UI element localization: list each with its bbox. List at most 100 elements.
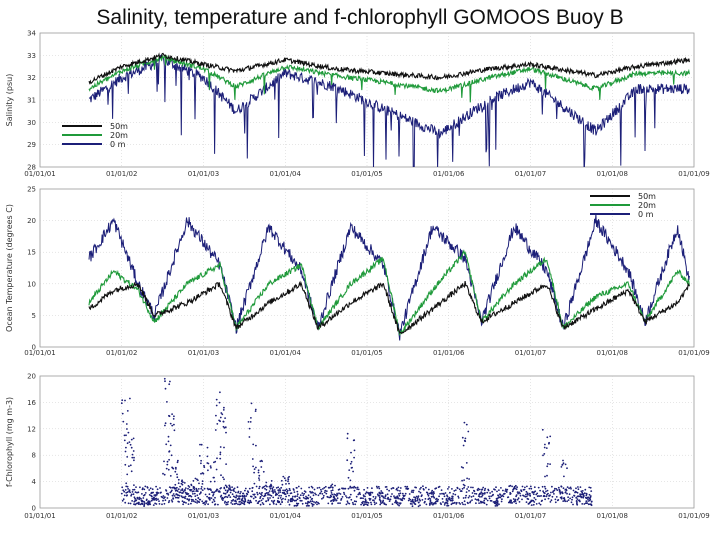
chl-point (483, 492, 486, 495)
chl-point (186, 493, 189, 496)
chl-point (467, 502, 469, 505)
chl-point (347, 476, 350, 479)
chl-point (453, 501, 456, 504)
chl-point (551, 485, 553, 488)
chl-point (460, 490, 463, 492)
chl-point (165, 443, 168, 446)
chl-point (442, 501, 444, 503)
chl-point (382, 496, 385, 499)
chl-point (149, 487, 152, 490)
chl-point (193, 486, 196, 489)
chl-point (258, 485, 261, 488)
chl-point (465, 423, 468, 426)
x-tick-label: 01/01/01 (24, 512, 55, 520)
chl-point (502, 495, 505, 498)
chl-point (282, 475, 285, 478)
y-tick-label: 15 (27, 249, 36, 257)
chl-point (199, 498, 202, 501)
chl-point (588, 493, 591, 496)
chl-point (329, 494, 332, 497)
chl-point (457, 495, 460, 498)
chl-point (220, 474, 222, 477)
chl-point (457, 497, 460, 499)
chl-point (409, 498, 412, 501)
chl-point (410, 500, 412, 503)
chl-point (223, 496, 226, 499)
chl-point (198, 455, 201, 457)
chl-point (514, 484, 517, 487)
chl-point (196, 500, 199, 502)
chl-point (163, 502, 166, 505)
chl-point (289, 489, 291, 492)
chl-point (420, 486, 422, 489)
chl-point (279, 489, 282, 492)
chl-point (513, 485, 516, 488)
chl-point (398, 493, 400, 495)
chl-point (214, 429, 217, 431)
chl-point (480, 495, 483, 498)
y-tick-label: 12 (27, 425, 36, 433)
chl-point (187, 503, 190, 505)
chl-point (197, 497, 200, 499)
chl-point (576, 495, 579, 498)
chl-point (130, 470, 133, 473)
chl-point (264, 494, 267, 497)
chl-point (130, 494, 133, 497)
chl-point (330, 499, 333, 502)
chl-point (515, 495, 517, 498)
chl-point (340, 497, 343, 500)
chl-point (561, 492, 564, 495)
chl-point (236, 495, 238, 497)
chl-point (183, 496, 185, 499)
chl-point (539, 489, 541, 492)
chl-point (446, 499, 449, 502)
chl-point (309, 496, 312, 498)
chl-point (283, 477, 286, 480)
chl-point (133, 456, 135, 459)
chl-point (171, 494, 174, 497)
chl-point (323, 491, 326, 494)
chl-point (177, 488, 180, 491)
chl-point (124, 489, 127, 491)
chl-point (343, 491, 345, 494)
chl-point (303, 492, 306, 495)
chl-point (378, 487, 381, 490)
chl-point (537, 495, 540, 497)
chl-point (230, 502, 233, 504)
chl-point (449, 491, 451, 494)
chl-point (307, 504, 309, 507)
chl-point (219, 416, 222, 419)
chl-point (165, 467, 168, 470)
chl-point (249, 499, 252, 502)
chl-point (446, 494, 448, 497)
chl-point (255, 444, 257, 447)
chl-point (125, 423, 128, 425)
chl-point (203, 464, 205, 467)
chl-point (350, 460, 353, 463)
chl-point (123, 434, 126, 437)
chl-point (127, 431, 130, 434)
chl-point (255, 466, 257, 469)
chl-point (556, 489, 559, 491)
chl-point (139, 503, 142, 506)
chl-point (336, 497, 339, 500)
chl-point (253, 471, 256, 474)
chl-point (258, 474, 261, 477)
legend-label: 0 m (110, 140, 126, 149)
chl-point (285, 488, 288, 491)
chl-point (305, 495, 307, 498)
chl-point (385, 503, 387, 506)
chl-point (373, 499, 375, 502)
chl-point (252, 465, 255, 468)
chl-point (472, 495, 475, 497)
chl-point (214, 503, 217, 506)
chl-point (391, 503, 394, 505)
chl-point (147, 500, 150, 503)
chl-point (164, 380, 166, 383)
chl-point (496, 498, 499, 500)
chl-point (568, 493, 571, 496)
chl-point (144, 485, 147, 488)
chl-point (183, 482, 186, 484)
chl-point (178, 501, 181, 503)
chl-point (586, 496, 589, 499)
